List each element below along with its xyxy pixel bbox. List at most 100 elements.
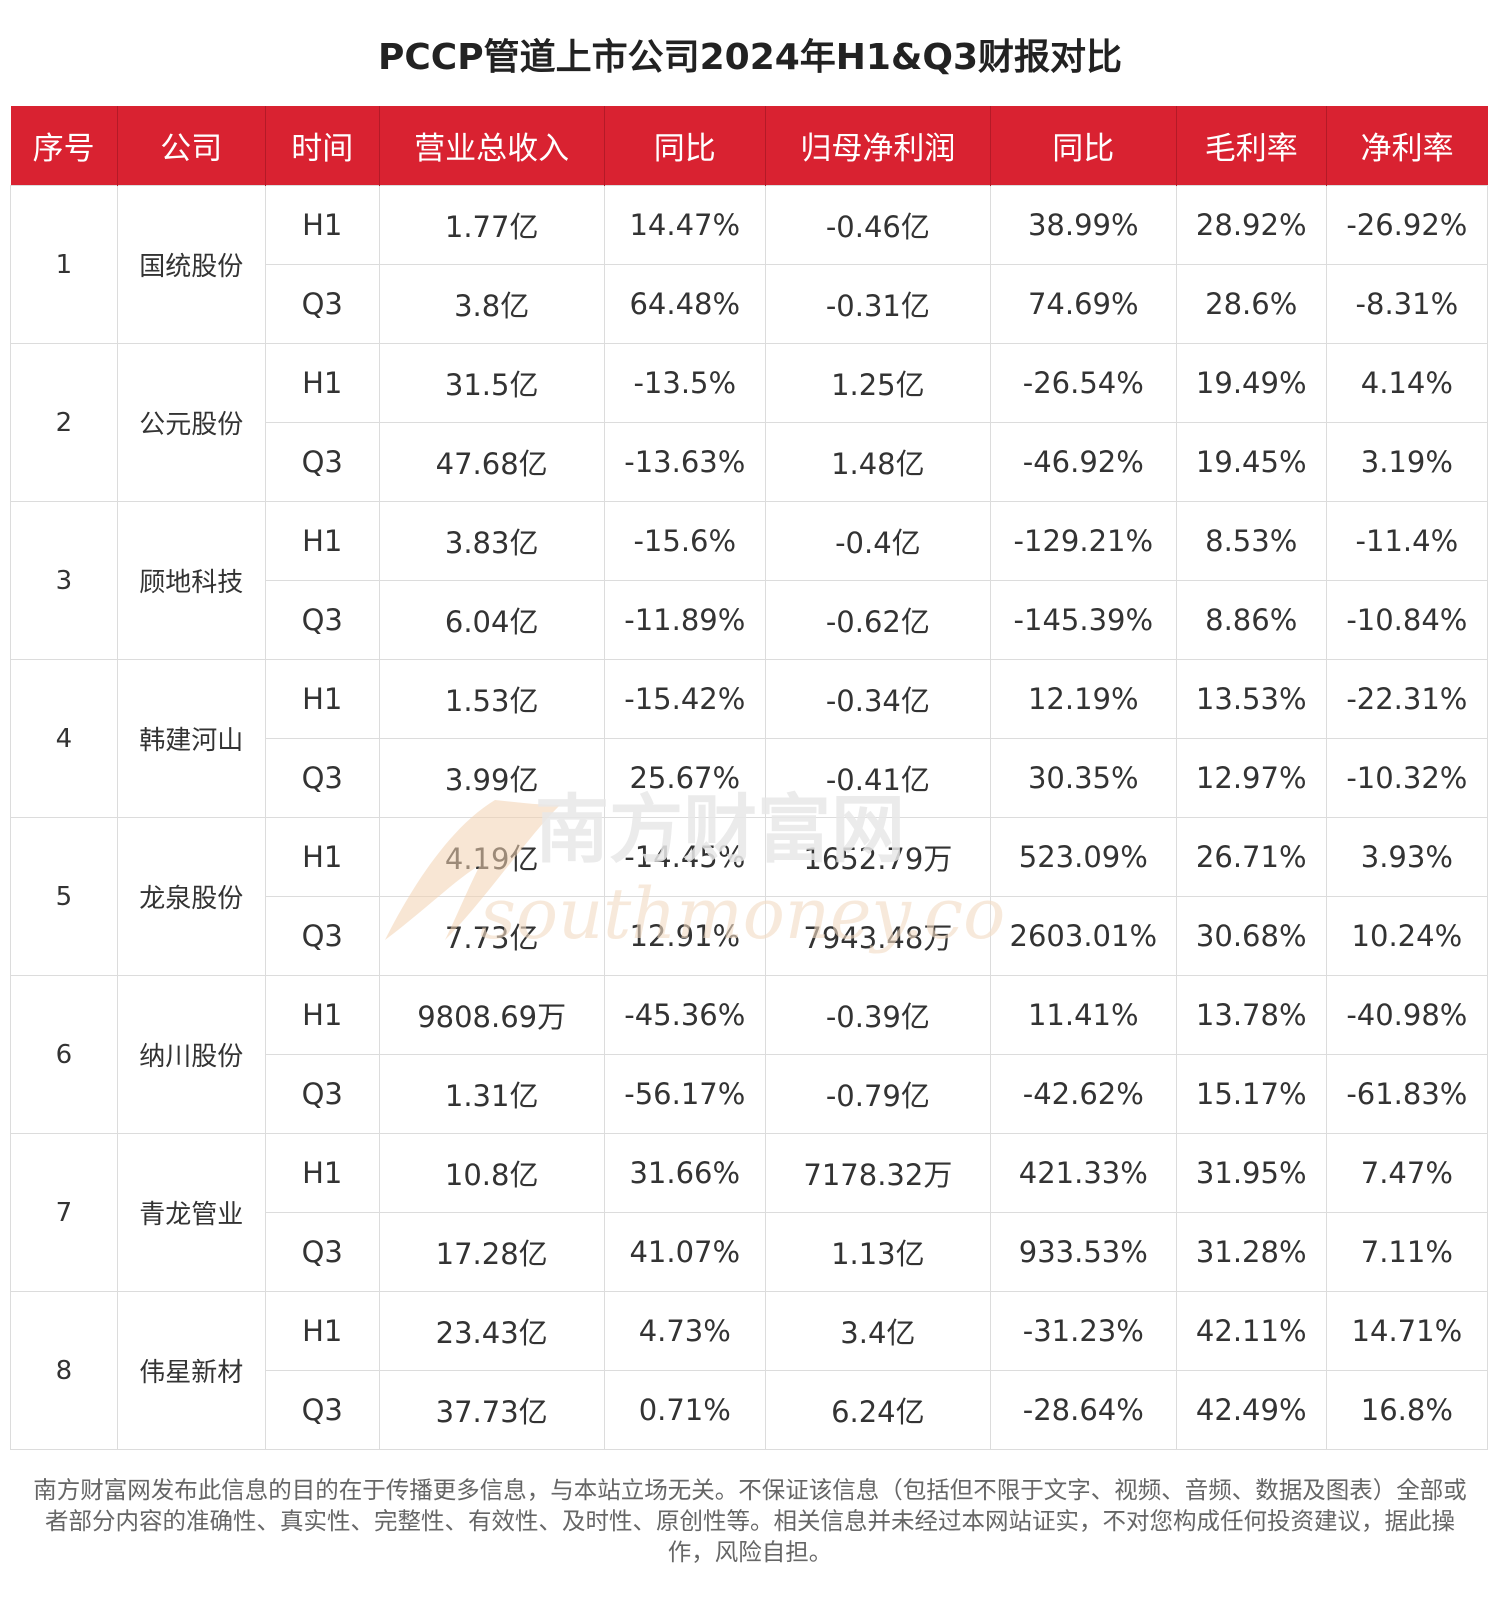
page-title: PCCP管道上市公司2024年H1&Q3财报对比 [377, 37, 1123, 78]
revenue-yoy-cell: 4.73% [603, 1291, 766, 1371]
net-profit-cell: 7178.32万 [764, 1133, 991, 1213]
revenue-yoy-cell: -15.42% [603, 659, 766, 739]
period-cell: Q3 [264, 580, 380, 660]
period-cell: Q3 [264, 422, 380, 502]
profit-yoy-cell: 523.09% [989, 817, 1177, 897]
profit-yoy-cell: 421.33% [989, 1133, 1177, 1213]
revenue-cell: 4.19亿 [378, 817, 605, 897]
net-margin-cell: -22.31% [1325, 659, 1489, 739]
period-cell: H1 [264, 343, 380, 423]
index-cell: 6 [10, 975, 118, 1134]
revenue-yoy-cell: 41.07% [603, 1212, 766, 1292]
revenue-cell: 3.99亿 [378, 738, 605, 818]
net-margin-cell: 14.71% [1325, 1291, 1489, 1371]
period-cell: H1 [264, 1291, 380, 1371]
net-profit-cell: -0.41亿 [764, 738, 991, 818]
net-margin-cell: 10.24% [1325, 896, 1489, 976]
net-margin-cell: 4.14% [1325, 343, 1489, 423]
column-header-index: 序号 [10, 106, 118, 186]
table-row: 4 韩建河山 H1 1.53亿 -15.42% -0.34亿 12.19% 13.53% -22… [10, 659, 1489, 818]
period-cell: H1 [264, 975, 380, 1055]
column-header-net-margin: 净利率 [1325, 106, 1488, 186]
table-row: 6 纳川股份 H1 9808.69万 -45.36% -0.39亿 11.41% 13.78%… [10, 975, 1489, 1134]
table-row: 1 国统股份 H1 1.77亿 14.47% -0.46亿 38.99% 28.92% -26.… [10, 185, 1489, 344]
period-cell: Q3 [264, 1054, 380, 1134]
revenue-cell: 6.04亿 [378, 580, 605, 660]
table-body: 1 国统股份 H1 1.77亿 14.47% -0.46亿 38.99% 28.92% -26.… [10, 185, 1489, 1450]
period-cell: H1 [264, 185, 380, 265]
table-row: 7 青龙管业 H1 10.8亿 31.66% 7178.32万 421.33% 31.95% 7… [10, 1133, 1489, 1292]
net-margin-cell: -26.92% [1325, 185, 1489, 265]
profit-yoy-cell: -46.92% [989, 422, 1177, 502]
period-cell: Q3 [264, 1370, 380, 1450]
net-margin-cell: -8.31% [1325, 264, 1489, 344]
table-row: Q3 47.68亿 -13.63% 1.48亿 -46.92% 19.45% 3.19% [11, 422, 1489, 502]
revenue-yoy-cell: -45.36% [603, 975, 766, 1055]
period-cell: Q3 [264, 896, 380, 976]
net-profit-cell: 3.4亿 [764, 1291, 991, 1371]
net-profit-cell: -0.4亿 [764, 501, 991, 581]
period-cell: H1 [264, 659, 380, 739]
revenue-yoy-cell: -56.17% [603, 1054, 766, 1134]
index-cell: 3 [10, 501, 118, 660]
table-row: Q3 1.31亿 -56.17% -0.79亿 -42.62% 15.17% -61.83% [11, 1054, 1489, 1134]
revenue-yoy-cell: 25.67% [603, 738, 766, 818]
table-row: Q3 37.73亿 0.71% 6.24亿 -28.64% 42.49% 16.8% [11, 1370, 1489, 1450]
gross-margin-cell: 31.28% [1175, 1212, 1327, 1292]
revenue-cell: 1.31亿 [378, 1054, 605, 1134]
revenue-cell: 47.68亿 [378, 422, 605, 502]
period-cell: H1 [264, 817, 380, 897]
company-name-cell: 韩建河山 [116, 659, 266, 818]
column-header-gross-margin: 毛利率 [1175, 106, 1327, 186]
gross-margin-cell: 28.92% [1175, 185, 1327, 265]
gross-margin-cell: 8.86% [1175, 580, 1327, 660]
net-profit-cell: -0.62亿 [764, 580, 991, 660]
revenue-yoy-cell: 12.91% [603, 896, 766, 976]
index-cell: 2 [10, 343, 118, 502]
company-name-cell: 伟星新材 [116, 1291, 266, 1450]
net-margin-cell: 7.11% [1325, 1212, 1489, 1292]
net-profit-cell: 7943.48万 [764, 896, 991, 976]
gross-margin-cell: 19.49% [1175, 343, 1327, 423]
revenue-cell: 31.5亿 [378, 343, 605, 423]
gross-margin-cell: 8.53% [1175, 501, 1327, 581]
revenue-yoy-cell: 64.48% [603, 264, 766, 344]
net-margin-cell: 3.93% [1325, 817, 1489, 897]
gross-margin-cell: 42.49% [1175, 1370, 1327, 1450]
column-header-profit-yoy: 同比 [989, 106, 1177, 186]
column-header-revenue-yoy: 同比 [603, 106, 766, 186]
revenue-cell: 1.77亿 [378, 185, 605, 265]
profit-yoy-cell: -145.39% [989, 580, 1177, 660]
revenue-cell: 7.73亿 [378, 896, 605, 976]
gross-margin-cell: 13.53% [1175, 659, 1327, 739]
company-name-cell: 国统股份 [116, 185, 266, 344]
column-header-period: 时间 [264, 106, 380, 186]
gross-margin-cell: 19.45% [1175, 422, 1327, 502]
gross-margin-cell: 26.71% [1175, 817, 1327, 897]
index-cell: 4 [10, 659, 118, 818]
table-row: Q3 17.28亿 41.07% 1.13亿 933.53% 31.28% 7.11% [11, 1212, 1489, 1292]
net-profit-cell: 1.13亿 [764, 1212, 991, 1292]
financial-comparison-table: 序号 公司 时间 营业总收入 同比 归母净利润 同比 毛利率 净利率 1 国统股份… [10, 106, 1489, 1450]
table-row: 2 公元股份 H1 31.5亿 -13.5% 1.25亿 -26.54% 19.49% 4.14… [10, 343, 1489, 502]
period-cell: Q3 [264, 264, 380, 344]
table-row: Q3 6.04亿 -11.89% -0.62亿 -145.39% 8.86% -10.84% [11, 580, 1489, 660]
net-profit-cell: -0.46亿 [764, 185, 991, 265]
net-margin-cell: 3.19% [1325, 422, 1489, 502]
net-profit-cell: 1652.79万 [764, 817, 991, 897]
profit-yoy-cell: -129.21% [989, 501, 1177, 581]
revenue-cell: 17.28亿 [378, 1212, 605, 1292]
revenue-cell: 3.8亿 [378, 264, 605, 344]
profit-yoy-cell: 30.35% [989, 738, 1177, 818]
revenue-yoy-cell: 14.47% [603, 185, 766, 265]
company-name-cell: 公元股份 [116, 343, 266, 502]
revenue-cell: 3.83亿 [378, 501, 605, 581]
index-cell: 7 [10, 1133, 118, 1292]
revenue-yoy-cell: -13.5% [603, 343, 766, 423]
profit-yoy-cell: -26.54% [989, 343, 1177, 423]
gross-margin-cell: 28.6% [1175, 264, 1327, 344]
net-margin-cell: -10.84% [1325, 580, 1489, 660]
company-name-cell: 顾地科技 [116, 501, 266, 660]
revenue-yoy-cell: 31.66% [603, 1133, 766, 1213]
net-profit-cell: -0.31亿 [764, 264, 991, 344]
